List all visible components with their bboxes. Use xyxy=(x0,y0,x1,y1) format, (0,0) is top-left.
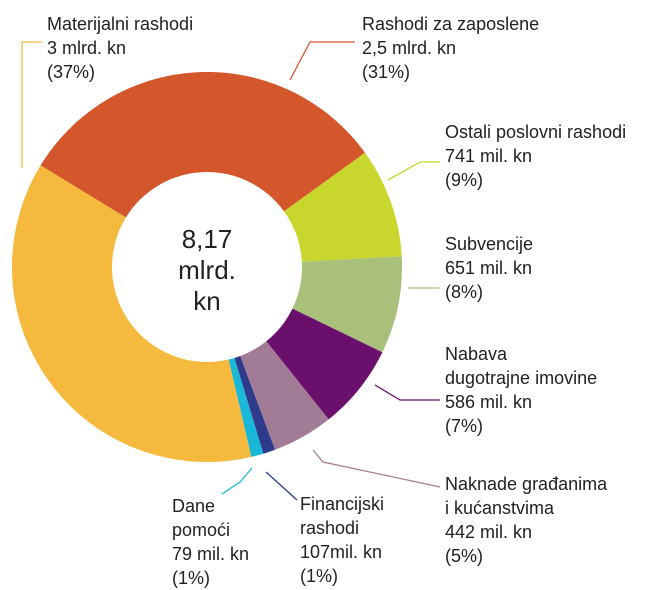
donut-segment xyxy=(11,165,252,463)
leader-line xyxy=(374,384,440,401)
leader-line xyxy=(265,471,298,501)
amount-label: 3 mlrd. kn xyxy=(47,38,126,58)
leader-line xyxy=(312,449,441,488)
center-label: 8,17 xyxy=(182,224,233,254)
category-label: Materijalni rashodi xyxy=(47,14,193,34)
leader-line xyxy=(21,41,42,168)
category-label: dugotrajne imovine xyxy=(445,368,597,388)
percent-label: (31%) xyxy=(362,62,410,82)
leader-line xyxy=(221,467,253,495)
amount-label: 79 mil. kn xyxy=(172,544,249,564)
category-label: Financijski xyxy=(300,494,384,514)
category-label: Nabava xyxy=(445,344,508,364)
center-label: mlrd. xyxy=(178,255,236,285)
leader-line xyxy=(289,41,355,81)
category-label: Naknade građanima xyxy=(445,474,608,494)
category-label: Rashodi za zaposlene xyxy=(362,14,539,34)
percent-label: (5%) xyxy=(445,546,483,566)
category-label: rashodi xyxy=(300,518,359,538)
donut-segment xyxy=(292,256,402,353)
donut-segment xyxy=(228,357,264,457)
amount-label: 586 mil. kn xyxy=(445,392,532,412)
category-label: i kućanstvima xyxy=(445,498,555,518)
percent-label: (7%) xyxy=(445,416,483,436)
donut-segment xyxy=(283,152,402,262)
percent-label: (37%) xyxy=(47,62,95,82)
donut-segment xyxy=(240,341,329,450)
amount-label: 442 mil. kn xyxy=(445,522,532,542)
category-label: pomoći xyxy=(172,520,230,540)
percent-label: (1%) xyxy=(172,568,210,588)
category-label: Subvencije xyxy=(445,234,533,254)
amount-label: 2,5 mlrd. kn xyxy=(362,38,456,58)
amount-label: 651 mil. kn xyxy=(445,258,532,278)
amount-label: 107mil. kn xyxy=(300,542,382,562)
amount-label: 741 mil. kn xyxy=(445,146,532,166)
donut-segment xyxy=(40,71,366,218)
leader-line xyxy=(387,161,440,181)
category-label: Dane xyxy=(172,496,215,516)
center-label: kn xyxy=(193,286,220,316)
donut-segment xyxy=(266,308,383,420)
donut-segment xyxy=(234,356,276,454)
percent-label: (8%) xyxy=(445,282,483,302)
percent-label: (1%) xyxy=(300,566,338,586)
category-label: Ostali poslovni rashodi xyxy=(445,122,626,142)
percent-label: (9%) xyxy=(445,170,483,190)
